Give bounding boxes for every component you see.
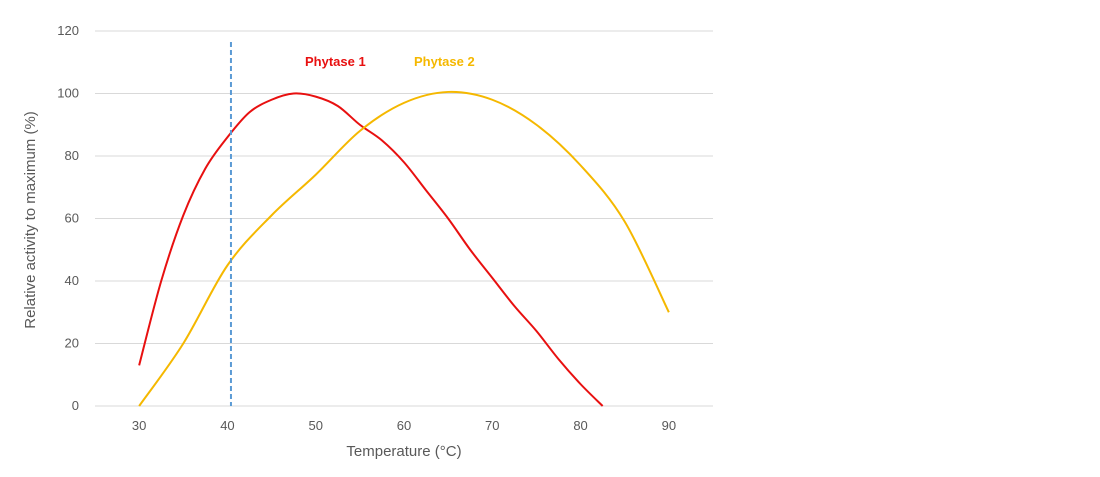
x-tick-label: 80 xyxy=(573,418,587,433)
y-tick-label: 80 xyxy=(65,148,79,163)
x-tick-label: 70 xyxy=(485,418,499,433)
legend-phytase-1: Phytase 1 xyxy=(305,54,366,69)
y-tick-label: 20 xyxy=(65,336,79,351)
x-tick-label: 40 xyxy=(220,418,234,433)
x-tick-label: 50 xyxy=(308,418,322,433)
x-axis-label: Temperature (°C) xyxy=(346,443,461,460)
series-line-2 xyxy=(138,90,670,407)
y-tick-label: 100 xyxy=(57,86,79,101)
legend-phytase-2: Phytase 2 xyxy=(414,54,475,69)
x-tick-label: 60 xyxy=(397,418,411,433)
gridlines xyxy=(95,30,713,407)
x-axis-ticks: 30 40 50 60 70 80 90 xyxy=(132,418,676,433)
series-line-1 xyxy=(138,92,604,407)
y-tick-label: 120 xyxy=(57,23,79,38)
x-tick-label: 30 xyxy=(132,418,146,433)
y-tick-label: 40 xyxy=(65,273,79,288)
series-lines xyxy=(138,90,670,407)
y-tick-label: 60 xyxy=(65,211,79,226)
y-tick-label: 0 xyxy=(72,398,79,413)
x-tick-label: 90 xyxy=(662,418,676,433)
y-axis-ticks: 0 20 40 60 80 100 120 xyxy=(57,23,79,413)
y-axis-label: Relative activity to maximum (%) xyxy=(22,111,39,329)
